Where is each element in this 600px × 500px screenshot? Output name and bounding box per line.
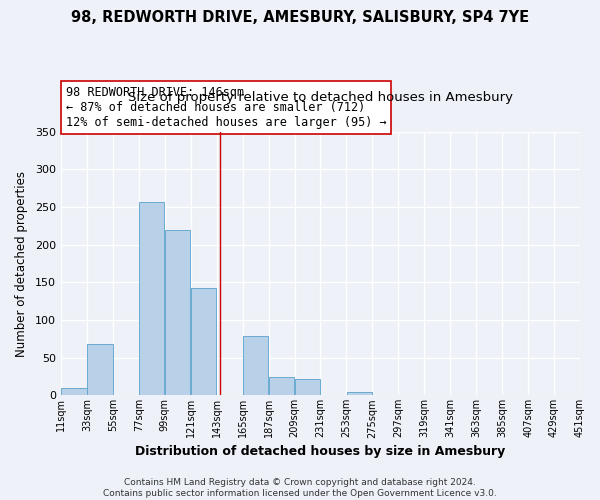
- Bar: [347, 392, 372, 396]
- Bar: [295, 380, 320, 396]
- Title: Size of property relative to detached houses in Amesbury: Size of property relative to detached ho…: [128, 92, 513, 104]
- Bar: [61, 388, 86, 396]
- Bar: [139, 202, 164, 396]
- Bar: [191, 288, 217, 396]
- Y-axis label: Number of detached properties: Number of detached properties: [15, 170, 28, 356]
- Bar: [269, 377, 294, 396]
- Text: Contains HM Land Registry data © Crown copyright and database right 2024.
Contai: Contains HM Land Registry data © Crown c…: [103, 478, 497, 498]
- Bar: [243, 336, 268, 396]
- Text: 98, REDWORTH DRIVE, AMESBURY, SALISBURY, SP4 7YE: 98, REDWORTH DRIVE, AMESBURY, SALISBURY,…: [71, 10, 529, 25]
- Text: 98 REDWORTH DRIVE: 146sqm
← 87% of detached houses are smaller (712)
12% of semi: 98 REDWORTH DRIVE: 146sqm ← 87% of detac…: [66, 86, 387, 129]
- Bar: [87, 344, 113, 396]
- X-axis label: Distribution of detached houses by size in Amesbury: Distribution of detached houses by size …: [136, 444, 506, 458]
- Bar: [165, 230, 190, 396]
- Bar: [580, 394, 600, 396]
